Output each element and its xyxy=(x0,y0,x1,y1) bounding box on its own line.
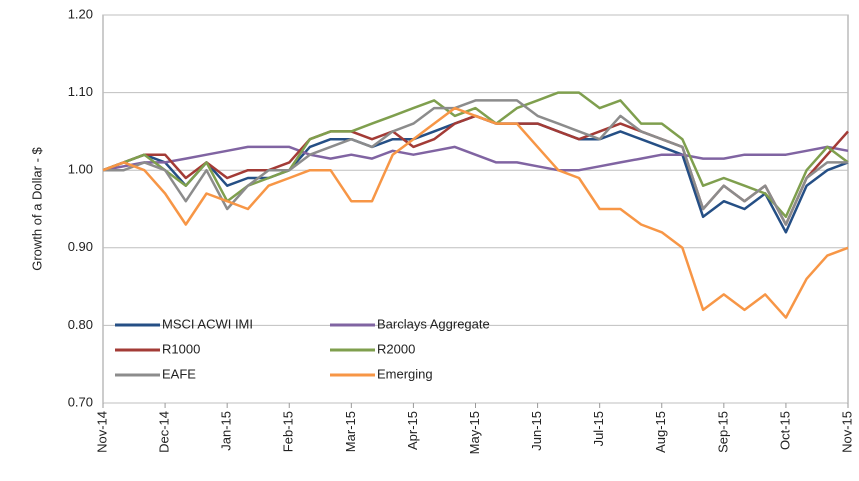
x-tick-label: Mar-15 xyxy=(343,411,358,452)
y-tick-label: 1.20 xyxy=(68,6,93,21)
x-tick-label: Feb-15 xyxy=(281,411,296,452)
y-tick-label: 1.10 xyxy=(68,84,93,99)
x-tick-label: Jul-15 xyxy=(591,411,606,446)
legend-label: Barclays Aggregate xyxy=(377,316,490,331)
x-tick-label: Aug-15 xyxy=(653,411,668,453)
x-tick-label: Nov-15 xyxy=(839,411,854,453)
x-tick-label: Jan-15 xyxy=(219,411,234,451)
legend-label: MSCI ACWI IMI xyxy=(162,316,253,331)
legend-label: R2000 xyxy=(377,341,415,356)
series-line xyxy=(102,145,849,172)
x-tick-label: May-15 xyxy=(467,411,482,454)
y-axis-label: Growth of a Dollar - $ xyxy=(29,146,44,270)
x-tick-label: Jun-15 xyxy=(529,411,544,451)
y-tick-label: 1.00 xyxy=(68,162,93,177)
x-tick-label: Sep-15 xyxy=(715,411,730,453)
x-tick-label: Dec-14 xyxy=(157,411,172,453)
legend-label: R1000 xyxy=(162,341,200,356)
y-tick-label: 0.80 xyxy=(68,317,93,332)
series-line xyxy=(102,106,849,319)
legend-label: EAFE xyxy=(162,366,196,381)
legend-label: Emerging xyxy=(377,366,433,381)
x-tick-label: Nov-14 xyxy=(94,411,109,453)
y-tick-label: 0.70 xyxy=(68,394,93,409)
plot-area xyxy=(102,14,849,404)
y-tick-label: 0.90 xyxy=(68,239,93,254)
series-line xyxy=(103,99,848,226)
x-tick-label: Oct-15 xyxy=(777,411,792,450)
x-tick-label: Apr-15 xyxy=(405,411,420,450)
